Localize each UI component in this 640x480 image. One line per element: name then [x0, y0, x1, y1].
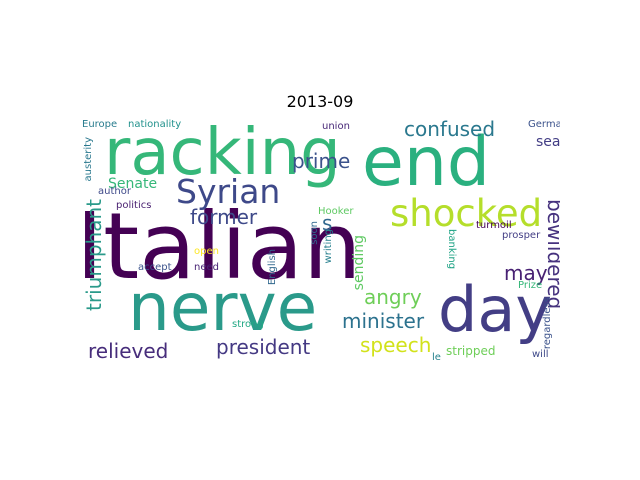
- word-politics: politics: [116, 200, 152, 211]
- word-stripped: stripped: [446, 344, 496, 358]
- word-sending: sending: [351, 235, 367, 291]
- word-prime: prime: [292, 149, 351, 173]
- word-writing: writing: [323, 229, 334, 264]
- figure-title: 2013-09: [286, 92, 354, 111]
- word-hooker: Hooker: [318, 206, 354, 217]
- word-relieved: relieved: [88, 339, 169, 363]
- word-open: open: [194, 246, 219, 257]
- word-triumphant: triumphant: [82, 199, 106, 311]
- word-will: will: [532, 349, 549, 360]
- word-seat: seat: [536, 134, 560, 150]
- word-regardless: regardless: [542, 297, 553, 350]
- word-strong: strong: [232, 319, 264, 330]
- word-nationality: nationality: [128, 119, 182, 130]
- word-syrian: Syrian: [176, 172, 281, 211]
- word-turmoil: turmoil: [476, 220, 512, 231]
- word-italian: Italian: [80, 193, 362, 300]
- word-minister: minister: [342, 309, 425, 333]
- word-president: president: [216, 335, 311, 359]
- word-europe: Europe: [82, 119, 118, 130]
- word-prosper: prosper: [502, 230, 541, 241]
- word-may: may: [504, 261, 548, 285]
- word-confused: confused: [404, 117, 496, 141]
- word-shocked: shocked: [390, 192, 543, 235]
- word-end: end: [362, 123, 491, 202]
- word-germany: Germany: [528, 119, 560, 130]
- word-need: need: [194, 262, 219, 273]
- word-nerve: nerve: [128, 269, 318, 346]
- word-author: author: [98, 186, 131, 197]
- word-le: le: [432, 352, 441, 363]
- word-racking: racking: [104, 117, 341, 190]
- word-union: union: [322, 121, 350, 132]
- word-former: former: [190, 205, 258, 229]
- word-prize: Prize: [518, 280, 543, 291]
- word-s: s: [322, 211, 333, 235]
- word-senate: Senate: [108, 176, 158, 192]
- word-banking: banking: [446, 229, 457, 270]
- word-bewildered: bewildered: [543, 199, 560, 310]
- word-speech: speech: [360, 333, 432, 357]
- word-accept: accept: [138, 262, 172, 273]
- word-soon: soon: [309, 221, 320, 245]
- word-angry: angry: [364, 285, 422, 309]
- word-english: English: [267, 249, 278, 286]
- word-austerity: austerity: [83, 137, 94, 182]
- word-day: day: [438, 273, 553, 346]
- word-cloud: Italian racking end nerve day shocked Sy…: [80, 117, 560, 363]
